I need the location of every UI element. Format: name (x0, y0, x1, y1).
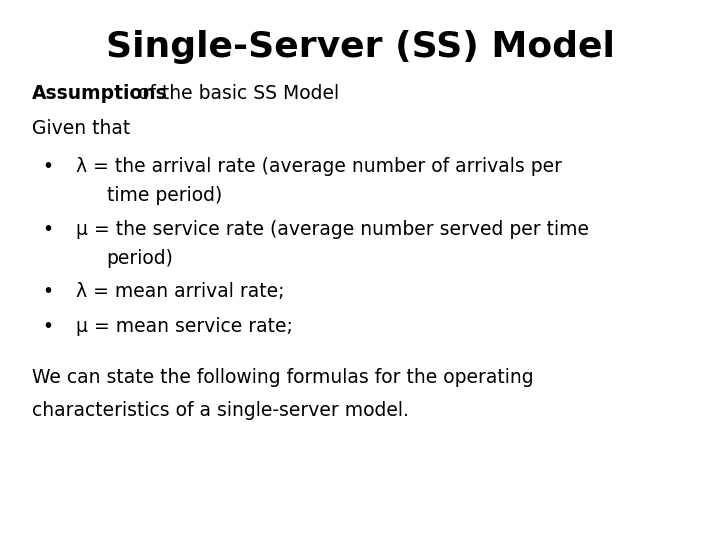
Text: characteristics of a single-server model.: characteristics of a single-server model… (32, 401, 409, 420)
Text: period): period) (107, 249, 174, 268)
Text: •: • (42, 317, 53, 336)
Text: μ = the service rate (average number served per time: μ = the service rate (average number ser… (76, 220, 589, 239)
Text: Given that: Given that (32, 119, 130, 138)
Text: •: • (42, 220, 53, 239)
Text: μ = mean service rate;: μ = mean service rate; (76, 317, 292, 336)
Text: •: • (42, 157, 53, 176)
Text: We can state the following formulas for the operating: We can state the following formulas for … (32, 368, 534, 387)
Text: of the basic SS Model: of the basic SS Model (132, 84, 339, 103)
Text: Assumptions: Assumptions (32, 84, 168, 103)
Text: λ = the arrival rate (average number of arrivals per: λ = the arrival rate (average number of … (76, 157, 562, 176)
Text: λ = mean arrival rate;: λ = mean arrival rate; (76, 282, 284, 301)
Text: time period): time period) (107, 186, 222, 205)
Text: Single-Server (SS) Model: Single-Server (SS) Model (106, 30, 614, 64)
Text: •: • (42, 282, 53, 301)
